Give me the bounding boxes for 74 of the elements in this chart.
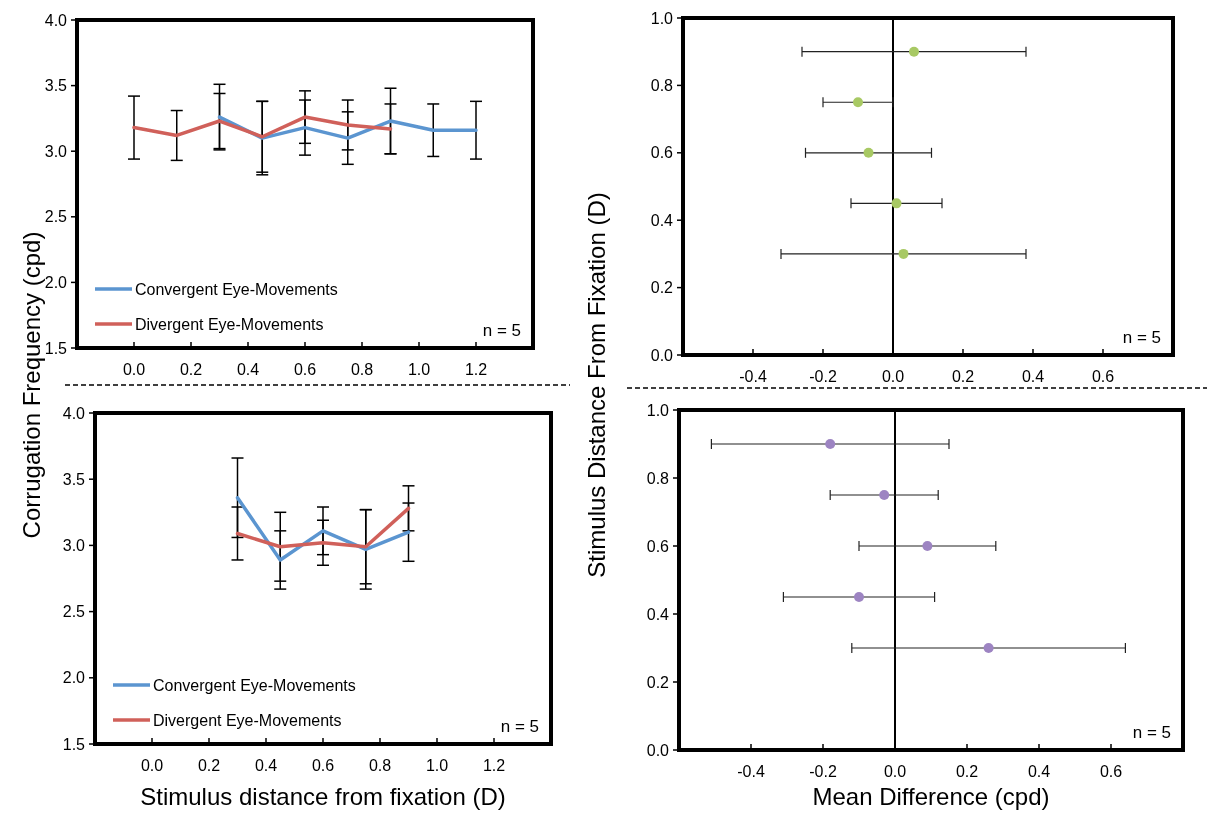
x-tick-label: 0.6	[1091, 368, 1115, 385]
annotation: n = 5	[500, 717, 539, 736]
y-tick-label: 3.0	[62, 537, 86, 554]
point	[853, 97, 863, 108]
y-tick-label: 3.0	[44, 142, 68, 160]
x-tick-label: 0.0	[122, 361, 146, 378]
y-tick-label: 1.0	[646, 401, 670, 419]
y-tick-label: 2.0	[62, 669, 86, 687]
x-tick-label: 0.4	[1021, 368, 1045, 385]
point	[983, 643, 994, 653]
y-tick-label: 2.5	[44, 208, 68, 226]
y-tick-label: 0.4	[646, 605, 670, 623]
y-tick-label: 3.5	[62, 470, 86, 488]
point	[891, 198, 902, 209]
y-tick-label: 3.5	[44, 77, 68, 95]
line-series	[235, 506, 411, 549]
point	[863, 147, 874, 158]
x-tick-label: 0.0	[140, 757, 164, 774]
x-tick-label: 0.8	[350, 361, 374, 378]
y-tick-label: 0.0	[646, 741, 670, 759]
x-tick-label: 0.2	[955, 763, 979, 780]
y-tick-label: 1.0	[650, 9, 674, 27]
x-tick-label: 0.2	[197, 757, 221, 774]
legend-label: Convergent Eye-Movements	[135, 281, 338, 298]
x-tick-label: 1.2	[482, 757, 506, 774]
x-tick-label: 0.4	[254, 757, 278, 774]
y-tick-label: 2.5	[62, 603, 86, 621]
y-axis-title: Corrugation Frequency (cpd)	[18, 231, 46, 539]
legend-label: Divergent Eye-Movements	[153, 712, 342, 729]
y-tick-label: 0.6	[650, 144, 674, 162]
y-tick-label: 0.8	[646, 469, 670, 487]
x-tick-label: 0.2	[951, 368, 975, 385]
x-axis-title: Mean Difference (cpd)	[812, 783, 1050, 810]
annotation: n = 5	[1122, 328, 1161, 347]
x-tick-label: 0.6	[293, 361, 317, 378]
y-tick-label: 1.5	[62, 735, 86, 753]
y-tick-label: 4.0	[44, 11, 68, 29]
x-tick-label: 0.6	[1099, 763, 1123, 780]
x-tick-label: 0.6	[311, 757, 335, 774]
point	[879, 490, 890, 500]
x-tick-label: -0.4	[737, 763, 765, 780]
x-tick-label: 0.4	[236, 361, 260, 378]
legend-label: Convergent Eye-Movements	[153, 677, 356, 694]
x-tick-label: -0.4	[739, 368, 767, 385]
y-tick-label: 2.0	[44, 274, 68, 291]
x-tick-label: 0.4	[1027, 763, 1051, 780]
y-tick-label: 0.8	[650, 77, 674, 94]
y-tick-label: 0.2	[646, 673, 670, 691]
x-tick-label: 1.0	[425, 757, 449, 774]
y-tick-label: 0.2	[650, 279, 674, 297]
y-tick-label: 0.6	[646, 537, 670, 555]
x-tick-label: -0.2	[809, 763, 837, 780]
point	[922, 541, 933, 551]
y-axis-title: Stimulus Distance From Fixation (D)	[583, 192, 611, 578]
y-tick-label: 0.4	[650, 211, 674, 229]
line-series	[132, 115, 393, 139]
x-tick-label: 0.0	[881, 368, 905, 385]
point	[909, 46, 919, 57]
legend-label: Divergent Eye-Movements	[135, 316, 324, 333]
point	[825, 439, 836, 449]
x-tick-label: 0.0	[883, 763, 907, 780]
annotation: n = 5	[1132, 723, 1171, 742]
point	[898, 248, 909, 259]
x-tick-label: 0.2	[179, 361, 203, 378]
x-tick-label: 1.2	[464, 361, 488, 378]
x-tick-label: 1.0	[407, 361, 431, 378]
point	[854, 592, 864, 602]
x-tick-label: -0.2	[809, 368, 837, 385]
x-tick-label: 0.8	[368, 757, 392, 774]
annotation: n = 5	[482, 321, 521, 340]
y-tick-label: 0.0	[650, 346, 674, 364]
y-tick-label: 4.0	[62, 404, 86, 422]
y-tick-label: 1.5	[44, 339, 68, 357]
x-axis-title: Stimulus distance from fixation (D)	[140, 783, 506, 810]
